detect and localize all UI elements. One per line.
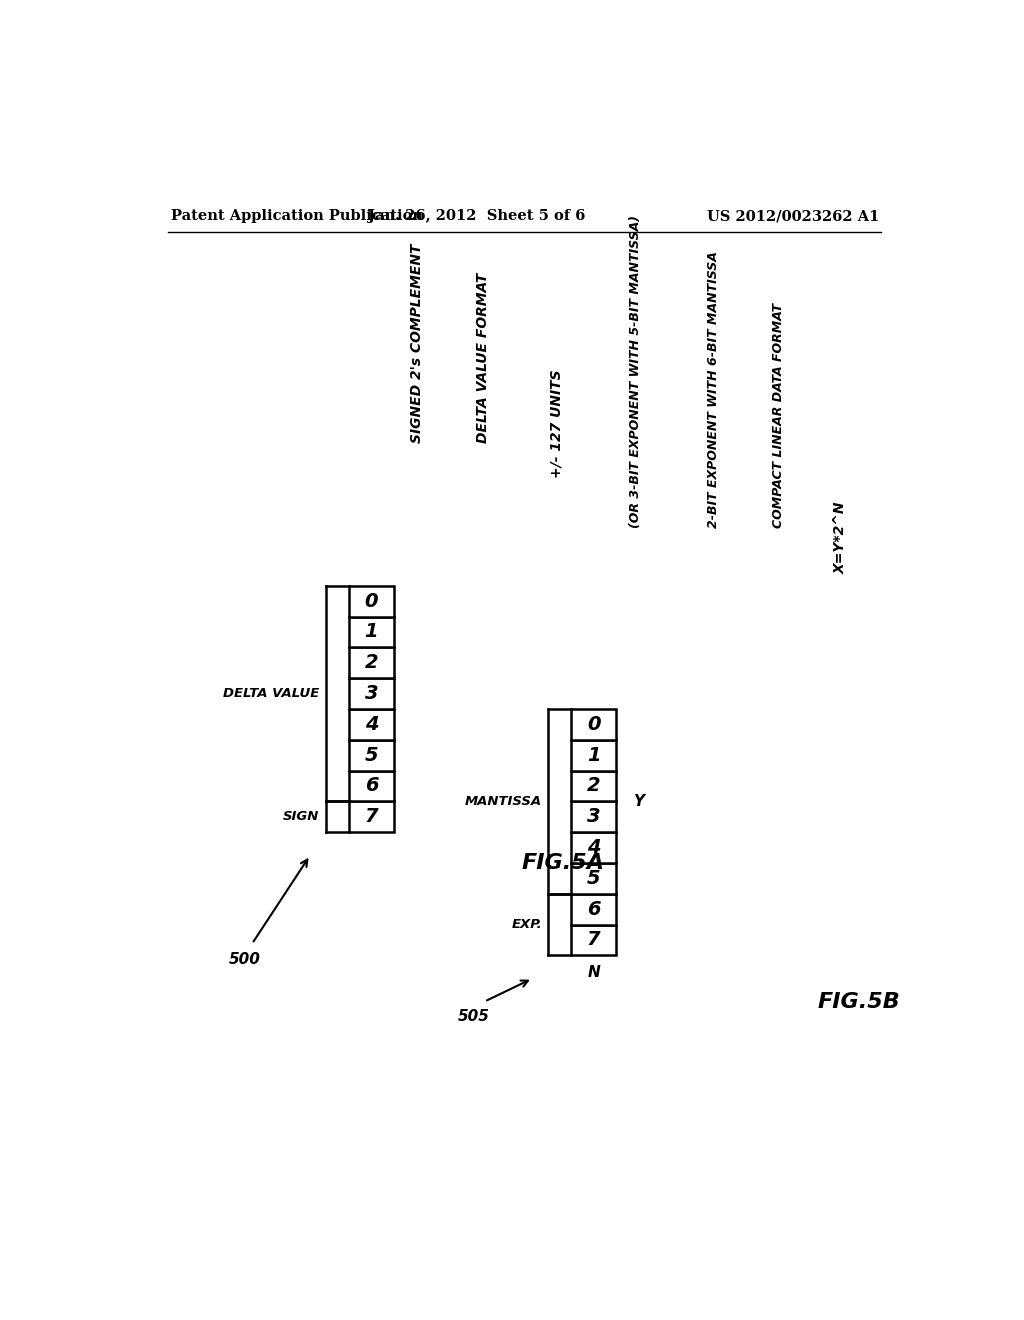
Text: 7: 7 — [587, 931, 601, 949]
Bar — [349, 709, 394, 739]
Bar — [571, 709, 616, 739]
Text: 1: 1 — [365, 623, 378, 642]
Text: SIGN: SIGN — [283, 810, 319, 824]
Bar — [571, 739, 616, 771]
Bar — [571, 771, 616, 801]
Text: Patent Application Publication: Patent Application Publication — [171, 209, 423, 223]
Text: US 2012/0023262 A1: US 2012/0023262 A1 — [708, 209, 880, 223]
Text: 505: 505 — [458, 1010, 489, 1024]
Bar — [349, 616, 394, 647]
Bar — [349, 801, 394, 832]
Text: 5: 5 — [587, 869, 601, 888]
Text: 0: 0 — [587, 715, 601, 734]
Text: 4: 4 — [365, 715, 378, 734]
Bar — [571, 924, 616, 956]
Text: 2-BIT EXPONENT WITH 6-BIT MANTISSA: 2-BIT EXPONENT WITH 6-BIT MANTISSA — [707, 251, 720, 528]
Bar — [571, 832, 616, 863]
Text: 4: 4 — [587, 838, 601, 857]
Text: 2: 2 — [587, 776, 601, 796]
Text: SIGNED 2's COMPLEMENT: SIGNED 2's COMPLEMENT — [410, 244, 424, 444]
Bar — [349, 586, 394, 616]
Bar — [349, 739, 394, 771]
Text: 1: 1 — [587, 746, 601, 764]
Text: Jan. 26, 2012  Sheet 5 of 6: Jan. 26, 2012 Sheet 5 of 6 — [368, 209, 586, 223]
Text: DELTA VALUE: DELTA VALUE — [223, 686, 319, 700]
Text: X=Y*2^N: X=Y*2^N — [834, 502, 848, 574]
Text: EXP.: EXP. — [511, 917, 542, 931]
Bar — [349, 771, 394, 801]
Text: 6: 6 — [365, 776, 378, 796]
Text: DELTA VALUE FORMAT: DELTA VALUE FORMAT — [476, 273, 489, 444]
Text: 2: 2 — [365, 653, 378, 672]
Text: FIG.5A: FIG.5A — [521, 853, 605, 873]
Text: COMPACT LINEAR DATA FORMAT: COMPACT LINEAR DATA FORMAT — [772, 302, 785, 528]
Text: Y: Y — [633, 793, 644, 809]
Bar — [349, 647, 394, 678]
Text: 0: 0 — [365, 591, 378, 611]
Text: 7: 7 — [365, 808, 378, 826]
Text: +/- 127 UNITS: +/- 127 UNITS — [550, 370, 563, 478]
Bar — [571, 863, 616, 894]
Bar — [571, 801, 616, 832]
Text: N: N — [588, 965, 600, 979]
Text: MANTISSA: MANTISSA — [465, 795, 542, 808]
Bar — [349, 678, 394, 709]
Text: 500: 500 — [228, 952, 261, 966]
Text: 5: 5 — [365, 746, 378, 764]
Text: (OR 3-BIT EXPONENT WITH 5-BIT MANTISSA): (OR 3-BIT EXPONENT WITH 5-BIT MANTISSA) — [629, 215, 642, 528]
Text: FIG.5B: FIG.5B — [818, 991, 900, 1011]
Bar — [571, 894, 616, 924]
Text: 3: 3 — [587, 808, 601, 826]
Text: 3: 3 — [365, 684, 378, 704]
Text: 6: 6 — [587, 900, 601, 919]
